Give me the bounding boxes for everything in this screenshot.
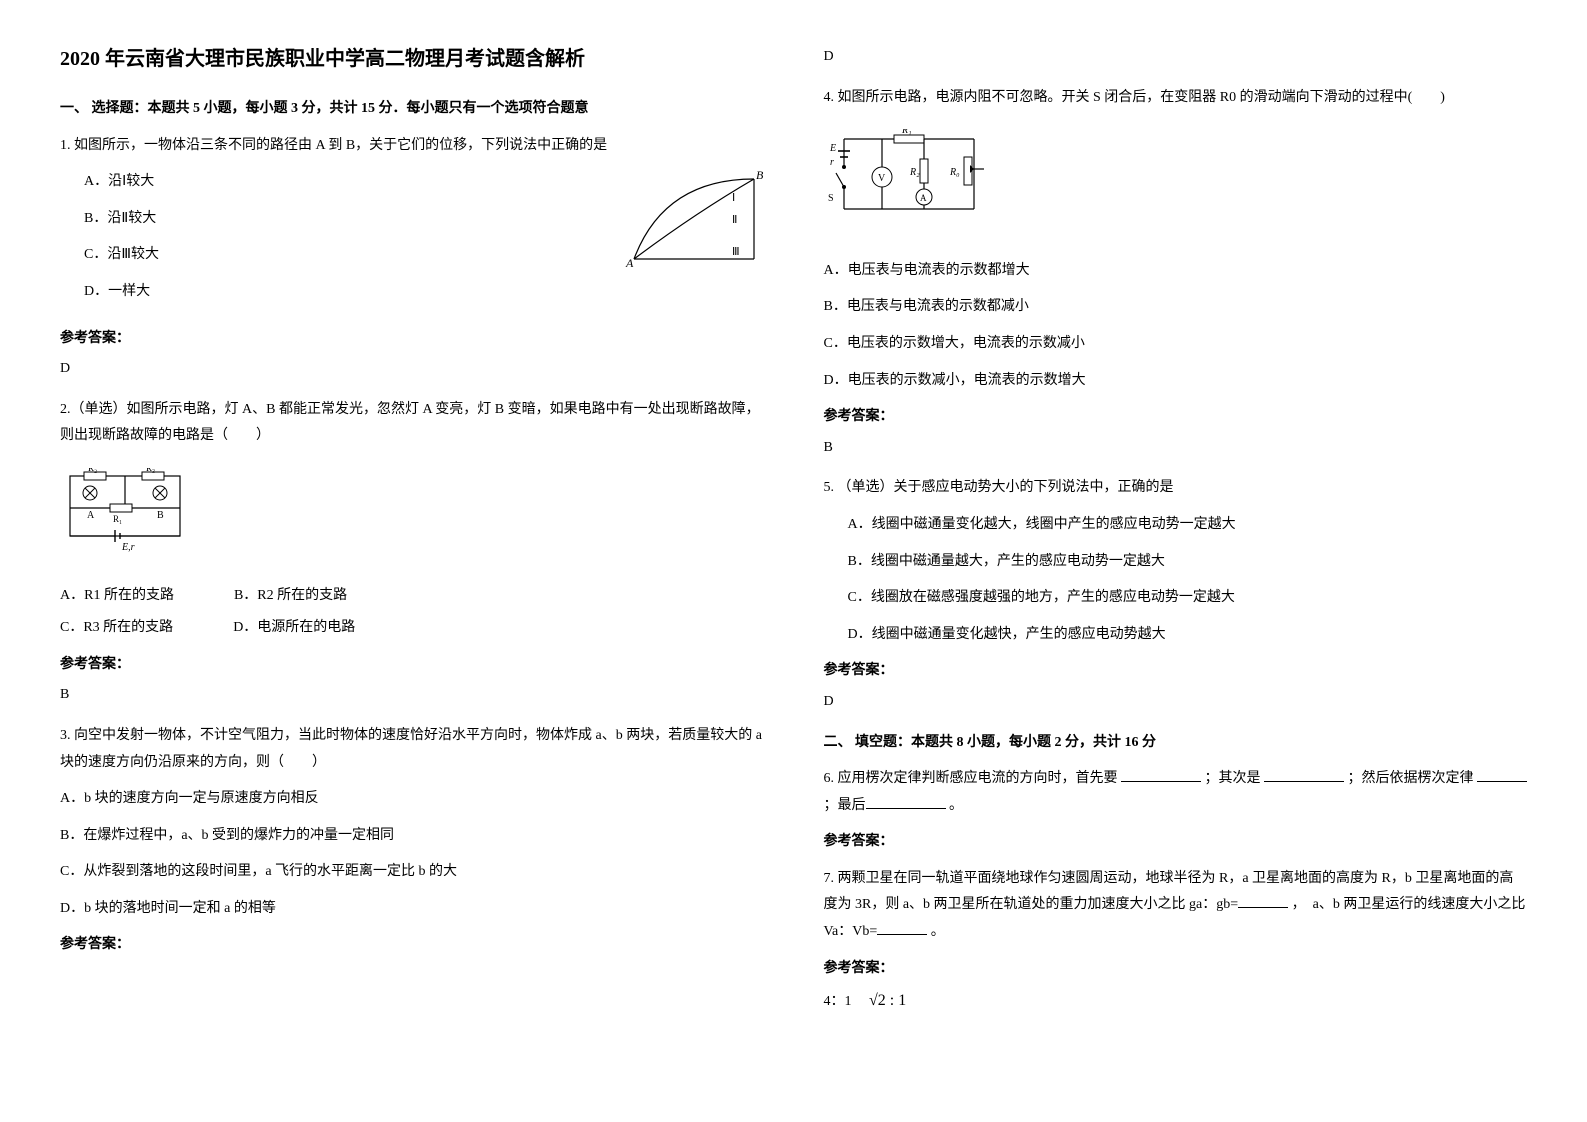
q3-ans: D	[824, 44, 1528, 71]
q5-ans: D	[824, 689, 1528, 716]
q7-blank-1	[1238, 893, 1288, 908]
q6-blank-4	[866, 794, 946, 809]
q4-e: E	[829, 143, 836, 154]
page-title: 2020 年云南省大理市民族职业中学高二物理月考试题含解析	[60, 40, 764, 78]
q6-m1: ；其次是	[1205, 771, 1265, 786]
q2-er: E,r	[121, 542, 135, 553]
q3-opt-c: C．从炸裂到落地的这段时间里，a 飞行的水平距离一定比 b 的大	[60, 859, 764, 886]
q2-opt-b: B．R2 所在的支路	[234, 583, 347, 610]
left-column: 2020 年云南省大理市民族职业中学高二物理月考试题含解析 一、 选择题：本题共…	[60, 40, 764, 1031]
q1-label-ii: Ⅱ	[732, 214, 737, 226]
q3-opt-d: D．b 块的落地时间一定和 a 的相等	[60, 896, 764, 923]
q6-m2: ；然后依据楞次定律	[1348, 771, 1478, 786]
q3-opt-b: B．在爆炸过程中，a、b 受到的爆炸力的冲量一定相同	[60, 823, 764, 850]
question-2: 2.（单选）如图所示电路，灯 A、B 都能正常发光，忽然灯 A 变亮，灯 B 变…	[60, 397, 764, 450]
question-7: 7. 两颗卫星在同一轨道平面绕地球作匀速圆周运动，地球半径为 R，a 卫星离地面…	[824, 866, 1528, 946]
q2-circuit: R₂ R₃ A B R₁	[60, 468, 190, 569]
question-6: 6. 应用楞次定律判断感应电流的方向时，首先要 ；其次是 ；然后依据楞次定律 ；…	[824, 766, 1528, 819]
q4-opt-d: D．电压表的示数减小，电流表的示数增大	[824, 368, 1528, 395]
q4-opt-c: C．电压表的示数增大，电流表的示数减小	[824, 331, 1528, 358]
q6-blank-2	[1264, 767, 1344, 782]
q3-opt-a: A．b 块的速度方向一定与原速度方向相反	[60, 786, 764, 813]
q5-stem: 5. （单选）关于感应电动势大小的下列说法中，正确的是	[824, 480, 1174, 495]
q4-a: A	[920, 193, 927, 203]
q5-opt-d: D．线圈中磁通量变化越快，产生的感应电动势越大	[848, 622, 1528, 649]
q1-label-i: Ⅰ	[732, 192, 735, 204]
question-5: 5. （单选）关于感应电动势大小的下列说法中，正确的是	[824, 475, 1528, 502]
q2-r1: R₁	[113, 514, 122, 524]
q4-opt-b: B．电压表与电流表的示数都减小	[824, 294, 1528, 321]
q6-m3: ；最后	[824, 798, 866, 813]
q1-ans: D	[60, 356, 764, 383]
q4-ans-label: 参考答案：	[824, 404, 1528, 431]
q7-ans-label: 参考答案：	[824, 956, 1528, 983]
q2-bulb-b: B	[157, 510, 164, 521]
q2-opt-a: A．R1 所在的支路	[60, 583, 174, 610]
q4-opt-a: A．电压表与电流表的示数都增大	[824, 258, 1528, 285]
q4-r: r	[830, 157, 834, 168]
q2-stem: 2.（单选）如图所示电路，灯 A、B 都能正常发光，忽然灯 A 变亮，灯 B 变…	[60, 402, 760, 444]
q4-stem: 4. 如图所示电路，电源内阻不可忽略。开关 S 闭合后，在变阻器 R0 的滑动端…	[824, 90, 1445, 105]
q6-blank-1	[1121, 767, 1201, 782]
q2-r3: R₃	[146, 468, 155, 473]
q3-ans-label: 参考答案：	[60, 932, 764, 959]
q4-v: V	[878, 173, 886, 184]
right-column: D 4. 如图所示电路，电源内阻不可忽略。开关 S 闭合后，在变阻器 R0 的滑…	[824, 40, 1528, 1031]
q2-r2: R₂	[88, 468, 97, 473]
q4-r2: R₂	[909, 167, 920, 178]
q6-pre: 6. 应用楞次定律判断感应电流的方向时，首先要	[824, 771, 1122, 786]
q4-ans: B	[824, 435, 1528, 462]
q2-ans-label: 参考答案：	[60, 652, 764, 679]
q7-blank-2	[877, 920, 927, 935]
q1-label-b: B	[756, 169, 764, 182]
q7-ans-2: √2 : 1	[869, 992, 906, 1009]
q1-diagram: A B Ⅰ Ⅱ Ⅲ	[624, 169, 764, 280]
q2-opt-d: D．电源所在的电路	[233, 615, 355, 642]
q5-opt-a: A．线圈中磁通量变化越大，线圈中产生的感应电动势一定越大	[848, 512, 1528, 539]
q4-circuit: E r S R₁ V R₂ A	[824, 129, 994, 240]
q6-ans-label: 参考答案：	[824, 829, 1528, 856]
q2-bulb-a: A	[87, 510, 95, 521]
q3-stem: 3. 向空中发射一物体，不计空气阻力，当此时物体的速度恰好沿水平方向时，物体炸成…	[60, 728, 762, 770]
q6-m4: 。	[949, 798, 963, 813]
question-1: 1. 如图所示，一物体沿三条不同的路径由 A 到 B，关于它们的位移，下列说法中…	[60, 133, 764, 160]
q4-r1: R₁	[901, 129, 912, 136]
q7-ans: 4：1 √2 : 1	[824, 986, 1528, 1016]
q2-opt-c: C．R3 所在的支路	[60, 615, 173, 642]
q7-m2: 。	[931, 924, 945, 939]
q4-s: S	[828, 193, 834, 204]
q4-r0: R₀	[949, 167, 960, 178]
q1-stem: 1. 如图所示，一物体沿三条不同的路径由 A 到 B，关于它们的位移，下列说法中…	[60, 138, 607, 153]
q5-ans-label: 参考答案：	[824, 658, 1528, 685]
q6-blank-3	[1477, 767, 1527, 782]
q2-ans: B	[60, 682, 764, 709]
q1-ans-label: 参考答案：	[60, 326, 764, 353]
question-4: 4. 如图所示电路，电源内阻不可忽略。开关 S 闭合后，在变阻器 R0 的滑动端…	[824, 85, 1528, 112]
q7-ans-1: 4：1	[824, 994, 852, 1009]
q5-opt-c: C．线圈放在磁感强度越强的地方，产生的感应电动势一定越大	[848, 585, 1528, 612]
q1-opt-d: D．一样大	[84, 279, 764, 306]
section-2-heading: 二、 填空题：本题共 8 小题，每小题 2 分，共计 16 分	[824, 730, 1528, 757]
q1-label-a: A	[625, 256, 634, 269]
section-1-heading: 一、 选择题：本题共 5 小题，每小题 3 分，共计 15 分．每小题只有一个选…	[60, 96, 764, 123]
q5-opt-b: B．线圈中磁通量越大，产生的感应电动势一定越大	[848, 549, 1528, 576]
q1-label-iii: Ⅲ	[732, 246, 740, 258]
question-3: 3. 向空中发射一物体，不计空气阻力，当此时物体的速度恰好沿水平方向时，物体炸成…	[60, 723, 764, 776]
